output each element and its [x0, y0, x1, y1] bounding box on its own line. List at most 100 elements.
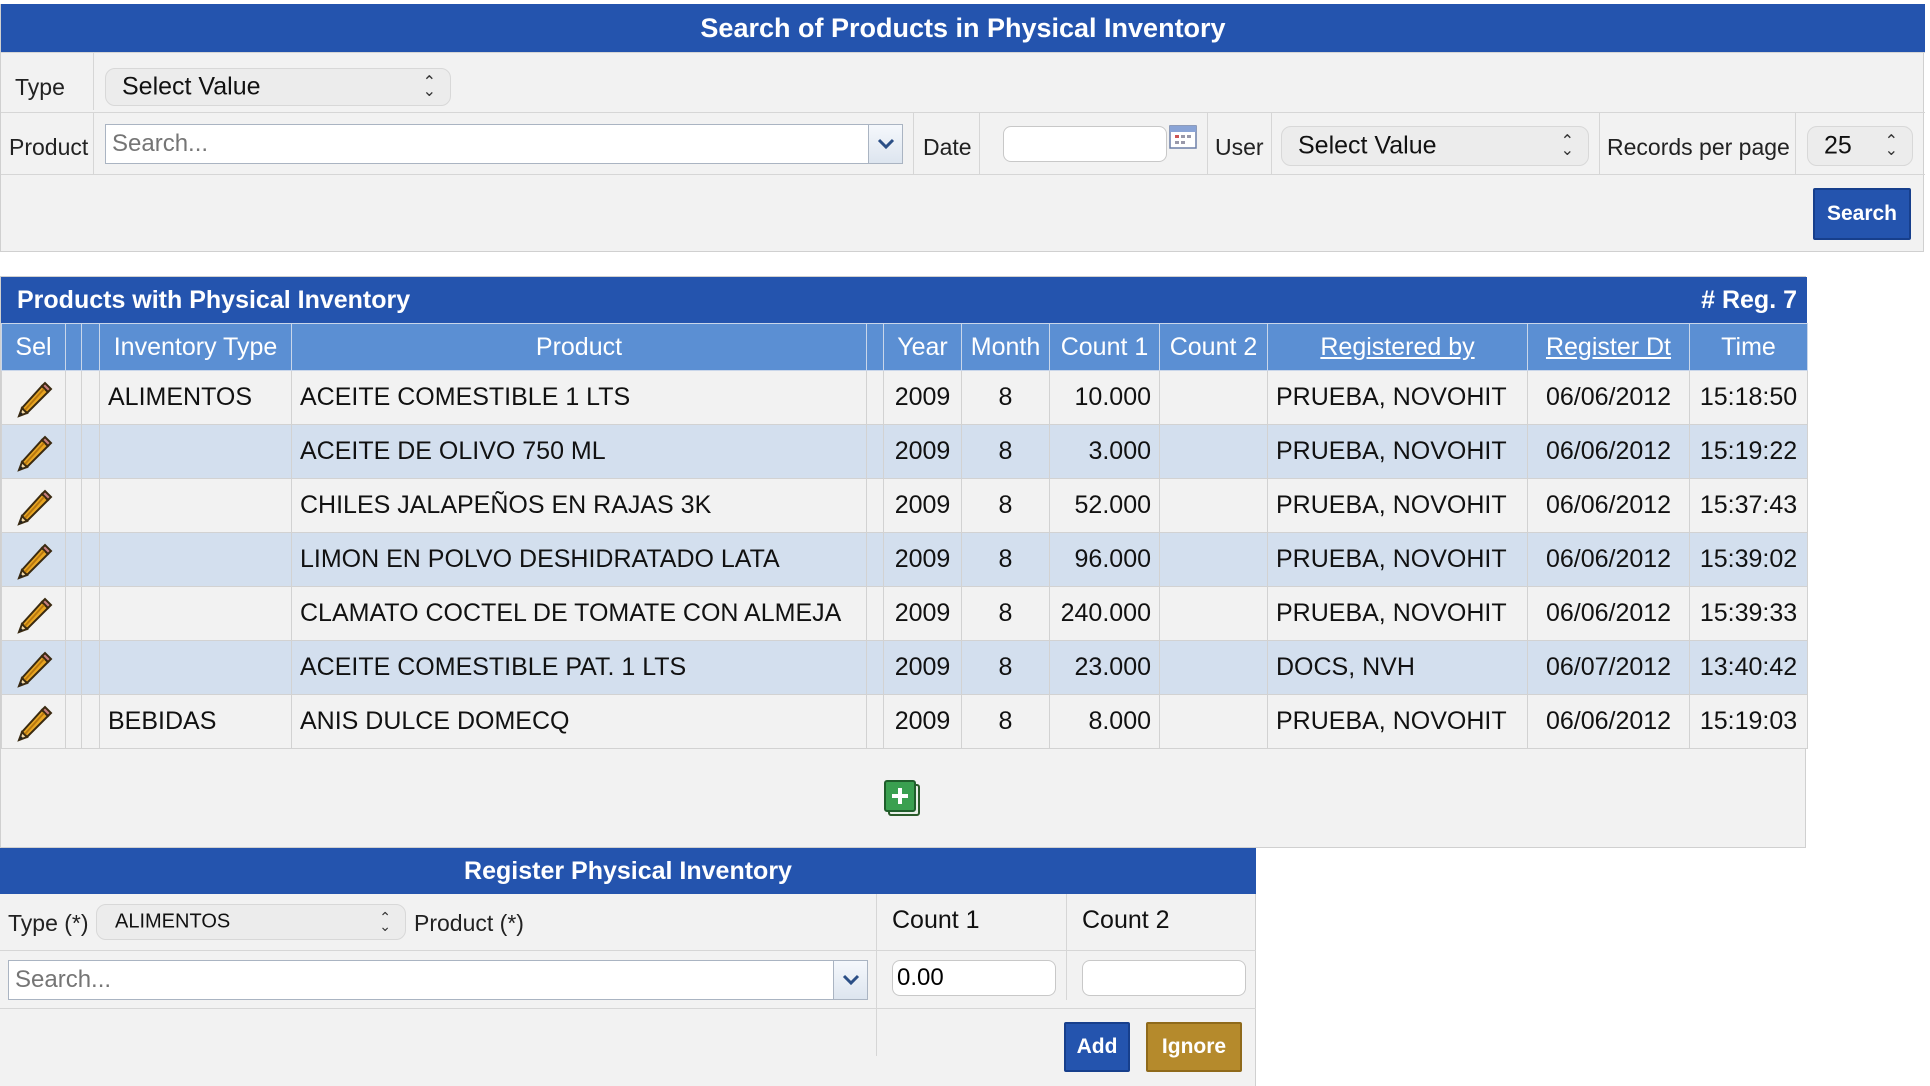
table-header-row: Sel Inventory Type Product Year Month Co…: [1, 323, 1808, 371]
cell-count2: [1159, 640, 1268, 695]
col-header-registered-by[interactable]: Registered by: [1267, 323, 1528, 371]
cell-registered-by: PRUEBA, NOVOHIT: [1267, 694, 1528, 749]
edit-row-button[interactable]: [10, 378, 57, 418]
product-dropdown-button[interactable]: [868, 125, 902, 163]
sort-link-register-dt[interactable]: Register Dt: [1545, 332, 1672, 361]
divider: [93, 52, 94, 110]
user-select[interactable]: Select Value ⌃ ⌄: [1281, 126, 1589, 166]
results-panel: Products with Physical Inventory # Reg. …: [0, 276, 1808, 848]
cell-count2: [1159, 370, 1268, 425]
search-button[interactable]: Search: [1813, 188, 1911, 240]
cell-inventory-type: [99, 586, 292, 641]
cell-blank: [65, 640, 82, 695]
cell-year: 2009: [883, 586, 962, 641]
results-title: Products with Physical Inventory: [17, 286, 411, 314]
cell-count1: 23.000: [1049, 640, 1160, 695]
cell-sel[interactable]: [1, 694, 66, 749]
inventory-table: Sel Inventory Type Product Year Month Co…: [1, 323, 1808, 749]
cell-sel[interactable]: [1, 586, 66, 641]
cell-month: 8: [961, 424, 1050, 479]
date-input[interactable]: [1003, 126, 1167, 162]
cell-register-dt: 06/07/2012: [1527, 640, 1690, 695]
cell-product: ACEITE COMESTIBLE PAT. 1 LTS: [291, 640, 867, 695]
add-button[interactable]: Add: [1064, 1022, 1130, 1072]
col-header-sel: Sel: [1, 323, 66, 371]
cell-year: 2009: [883, 424, 962, 479]
type-select[interactable]: Select Value ⌃ ⌄: [105, 68, 451, 106]
ignore-button[interactable]: Ignore: [1146, 1022, 1242, 1072]
edit-row-button[interactable]: [10, 594, 57, 634]
register-type-select[interactable]: ALIMENTOS ⌃ ⌄: [96, 904, 406, 940]
cell-product: LIMON EN POLVO DESHIDRATADO LATA: [291, 532, 867, 587]
cell-inventory-type: [99, 478, 292, 533]
divider: [1, 174, 1925, 175]
add-row-button[interactable]: [883, 779, 921, 817]
cell-count2: [1159, 532, 1268, 587]
register-product-dropdown-button[interactable]: [833, 961, 867, 999]
cell-blank: [65, 586, 82, 641]
col-header-blank: [866, 323, 884, 371]
col-header-month: Month: [961, 323, 1050, 371]
cell-count1: 240.000: [1049, 586, 1160, 641]
cell-blank: [81, 532, 100, 587]
records-per-page-select[interactable]: 25 ⌃ ⌄: [1807, 126, 1913, 166]
table-row: CLAMATO COCTEL DE TOMATE CON ALMEJA 2009 8…: [1, 586, 1808, 641]
cell-count2: [1159, 586, 1268, 641]
calendar-button[interactable]: [1169, 124, 1197, 150]
register-product-input[interactable]: [9, 961, 833, 999]
edit-row-button[interactable]: [10, 702, 57, 742]
cell-year: 2009: [883, 370, 962, 425]
cell-register-dt: 06/06/2012: [1527, 532, 1690, 587]
cell-count1: 10.000: [1049, 370, 1160, 425]
cell-sel[interactable]: [1, 478, 66, 533]
edit-row-button[interactable]: [10, 540, 57, 580]
records-per-page-label: Records per page: [1607, 134, 1790, 160]
table-row: BEBIDAS ANIS DULCE DOMECQ 2009 8 8.000 PRUEBA…: [1, 694, 1808, 749]
edit-row-button[interactable]: [10, 486, 57, 526]
cell-blank: [65, 424, 82, 479]
cell-count1: 96.000: [1049, 532, 1160, 587]
cell-registered-by: PRUEBA, NOVOHIT: [1267, 478, 1528, 533]
cell-register-dt: 06/06/2012: [1527, 694, 1690, 749]
product-search-combo[interactable]: [105, 124, 903, 164]
count2-input[interactable]: [1082, 960, 1246, 996]
edit-row-button[interactable]: [10, 648, 57, 688]
col-header-product: Product: [291, 323, 867, 371]
register-product-combo[interactable]: [8, 960, 868, 1000]
edit-row-button[interactable]: [10, 432, 57, 472]
table-row: CHILES JALAPEÑOS EN RAJAS 3K 2009 8 52.000 P…: [1, 478, 1808, 533]
cell-inventory-type: [99, 532, 292, 587]
cell-sel[interactable]: [1, 424, 66, 479]
divider: [93, 112, 94, 174]
cell-year: 2009: [883, 478, 962, 533]
updown-arrows-icon: ⌃ ⌄: [379, 909, 391, 934]
cell-product: CLAMATO COCTEL DE TOMATE CON ALMEJA: [291, 586, 867, 641]
col-header-year: Year: [883, 323, 962, 371]
register-panel: Register Physical Inventory Type (*) ALI…: [0, 848, 1256, 1086]
cell-product: ANIS DULCE DOMECQ: [291, 694, 867, 749]
cell-blank: [81, 370, 100, 425]
sort-link-registered-by[interactable]: Registered by: [1320, 332, 1475, 361]
count1-input[interactable]: [892, 960, 1056, 996]
divider: [1795, 112, 1796, 174]
pencil-icon: [16, 597, 52, 634]
cell-count2: [1159, 478, 1268, 533]
col-header-count1: Count 1: [1049, 323, 1160, 371]
col-header-register-dt[interactable]: Register Dt: [1527, 323, 1690, 371]
cell-registered-by: PRUEBA, NOVOHIT: [1267, 586, 1528, 641]
product-label: Product: [9, 134, 89, 160]
cell-register-dt: 06/06/2012: [1527, 586, 1690, 641]
cell-registered-by: DOCS, NVH: [1267, 640, 1528, 695]
updown-arrows-icon: ⌃ ⌄: [422, 74, 436, 100]
chevron-down-icon: [877, 138, 894, 150]
cell-time: 15:19:03: [1689, 694, 1808, 749]
table-row: ACEITE DE OLIVO 750 ML 2009 8 3.000 PRUEBA, …: [1, 424, 1808, 479]
cell-time: 13:40:42: [1689, 640, 1808, 695]
cell-sel[interactable]: [1, 640, 66, 695]
cell-sel[interactable]: [1, 370, 66, 425]
product-search-input[interactable]: [106, 125, 868, 163]
calendar-icon: [1169, 125, 1197, 149]
cell-sel[interactable]: [1, 532, 66, 587]
cell-month: 8: [961, 370, 1050, 425]
pencil-icon: [16, 705, 52, 742]
